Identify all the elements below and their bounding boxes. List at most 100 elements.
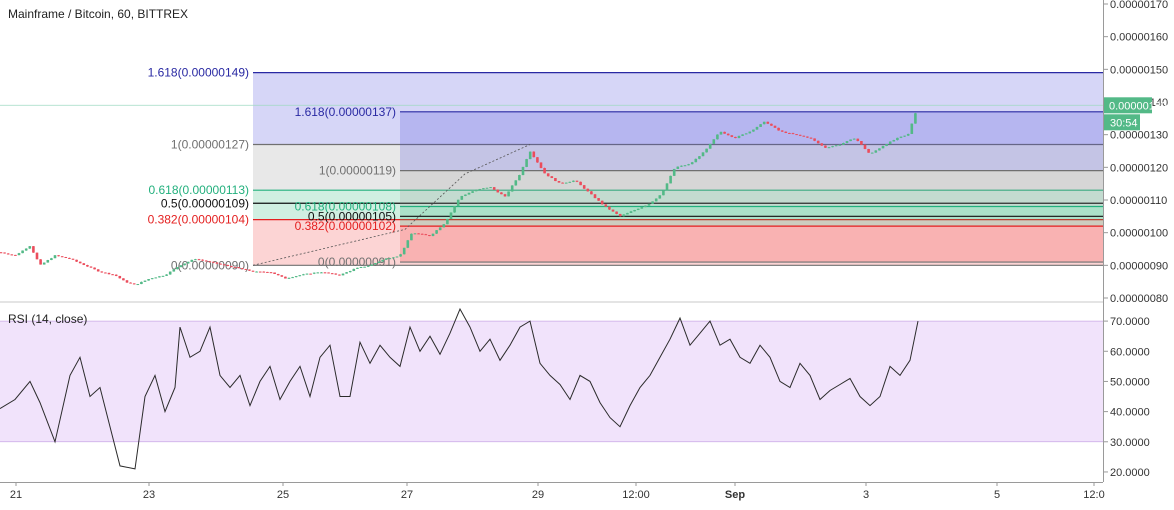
candle-body [629, 211, 633, 213]
candle [428, 234, 431, 237]
candle [53, 255, 57, 259]
candle-body [366, 265, 370, 267]
candle-body [269, 272, 273, 274]
candle-body [204, 260, 208, 262]
candle-body [881, 145, 885, 149]
candle-body [723, 131, 726, 134]
rsi-tick-label-3: 50.0000 [1110, 376, 1150, 388]
candle-body [96, 269, 100, 272]
candle [910, 123, 914, 135]
candle [899, 136, 903, 139]
candle-body [503, 194, 507, 197]
candle-body [14, 254, 17, 256]
candle [359, 266, 363, 268]
candle [845, 141, 849, 144]
candle [752, 129, 755, 132]
candle [834, 145, 838, 147]
candle-body [150, 278, 154, 280]
candle-body [287, 277, 291, 279]
candle-body [435, 230, 438, 234]
candle [39, 259, 42, 265]
candle [651, 201, 654, 204]
candle-body [75, 259, 78, 262]
candle [258, 271, 262, 273]
candle [68, 257, 71, 259]
candle [543, 167, 546, 174]
candle [222, 264, 226, 266]
candle [384, 258, 388, 260]
candle [244, 268, 248, 271]
candle-body [39, 259, 42, 265]
candle [356, 267, 359, 269]
candle [280, 275, 284, 277]
candle-body [158, 276, 161, 278]
fib-level-label-b-5: 0(0.00000091) [318, 255, 396, 269]
candle-body [885, 144, 888, 146]
time-tick-label-9: 12:0 [1083, 489, 1104, 501]
candle [514, 180, 518, 186]
candle [186, 261, 190, 264]
candle [341, 273, 345, 276]
candle-body [312, 272, 316, 274]
candle-body [878, 148, 881, 151]
candle [78, 261, 82, 264]
candle [35, 252, 39, 260]
candle-body [118, 275, 122, 279]
candle [107, 272, 111, 275]
candle [291, 276, 294, 279]
candle-body [446, 218, 449, 225]
candle [816, 140, 820, 144]
candle-body [554, 178, 557, 182]
candle-body [564, 182, 568, 184]
fib-trend-line[interactable] [252, 144, 531, 266]
candle-body [10, 254, 14, 256]
candle [777, 127, 780, 131]
candle [320, 272, 323, 274]
candle [554, 177, 557, 182]
rsi-axis[interactable]: 20.0000 30.0000 40.0000 50.0000 60.0000 70.00… [1103, 316, 1150, 479]
candle-body [280, 275, 284, 277]
candle-body [626, 212, 629, 215]
candle [338, 274, 341, 276]
candle-body [474, 189, 478, 192]
candle [334, 273, 338, 275]
time-axis[interactable]: 21 23 25 27 29 12:00 Sep 3 5 12:0 [10, 482, 1105, 501]
price-tick-label-4: 0.00000120 [1110, 162, 1168, 174]
candle [327, 272, 330, 274]
candle [496, 189, 500, 193]
candle [806, 136, 809, 138]
rsi-title: RSI (14, close) [8, 312, 87, 326]
candle [644, 205, 647, 208]
candle [719, 131, 723, 135]
candle [788, 132, 791, 134]
candle [24, 248, 28, 251]
candle-body [266, 271, 269, 273]
rsi-tick-label-1: 30.0000 [1110, 437, 1150, 449]
candle [453, 205, 456, 213]
candle-body [381, 259, 384, 262]
candle-body [528, 151, 532, 160]
candle-body [662, 190, 665, 196]
candle [528, 151, 532, 160]
candle [100, 271, 104, 273]
candle-body [806, 136, 809, 138]
candle [399, 253, 402, 257]
candle [550, 175, 554, 179]
last-price-tag-bg [1104, 97, 1152, 114]
candle-body [276, 274, 280, 276]
candle [762, 121, 766, 125]
candle-body [622, 214, 626, 217]
candle-body [129, 282, 132, 284]
candle-body [820, 143, 824, 146]
candle-body [467, 192, 471, 195]
candle [629, 210, 633, 214]
candle [28, 245, 32, 249]
candle-body [640, 207, 644, 209]
candle [381, 259, 384, 262]
candle [478, 188, 482, 190]
candle-body [190, 259, 194, 262]
candle-body [42, 262, 46, 265]
candle [183, 263, 186, 266]
candle [194, 258, 197, 261]
